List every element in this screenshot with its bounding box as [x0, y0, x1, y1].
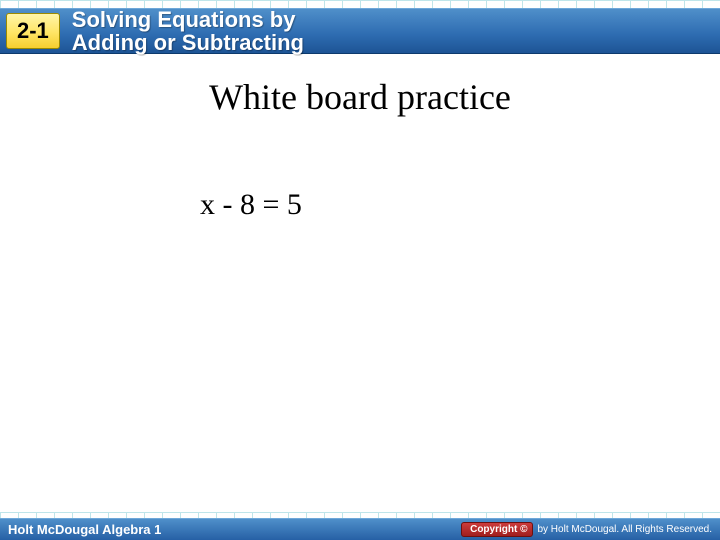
copyright-rights-text: by Holt McDougal. All Rights Reserved.: [537, 524, 712, 535]
header-title-line2: Adding or Subtracting: [72, 30, 304, 55]
equation-text: x - 8 = 5: [200, 188, 720, 222]
slide-footer: Holt McDougal Algebra 1 Copyright © by H…: [0, 518, 720, 540]
slide-header: 2-1 Solving Equations by Adding or Subtr…: [0, 0, 720, 60]
footer-book-title: Holt McDougal Algebra 1: [8, 522, 161, 537]
footer-copyright: Copyright © by Holt McDougal. All Rights…: [461, 522, 712, 537]
header-bar: 2-1 Solving Equations by Adding or Subtr…: [0, 8, 720, 54]
section-number-badge: 2-1: [6, 13, 60, 49]
header-title: Solving Equations by Adding or Subtracti…: [72, 8, 304, 54]
header-title-line1: Solving Equations by: [72, 7, 296, 32]
practice-heading: White board practice: [0, 76, 720, 118]
copyright-badge: Copyright ©: [461, 522, 533, 537]
slide-content: White board practice x - 8 = 5: [0, 60, 720, 222]
copyright-label: Copyright ©: [470, 524, 527, 535]
